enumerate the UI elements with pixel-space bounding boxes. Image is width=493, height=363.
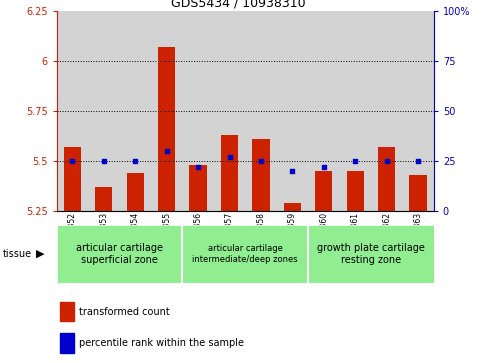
Bar bbox=[221, 135, 238, 211]
Bar bbox=[378, 147, 395, 211]
Point bbox=[100, 158, 108, 164]
Point bbox=[383, 158, 390, 164]
Text: articular cartilage
superficial zone: articular cartilage superficial zone bbox=[76, 243, 163, 265]
Bar bbox=[308, 11, 340, 211]
Bar bbox=[277, 11, 308, 211]
Bar bbox=[245, 11, 277, 211]
Bar bbox=[57, 11, 88, 211]
Bar bbox=[371, 11, 402, 211]
Bar bbox=[95, 187, 112, 211]
Bar bbox=[61, 302, 73, 322]
Bar bbox=[151, 11, 182, 211]
Point bbox=[131, 158, 139, 164]
Bar bbox=[189, 164, 207, 211]
Text: transformed count: transformed count bbox=[79, 307, 170, 317]
Text: tissue: tissue bbox=[2, 249, 32, 259]
Point bbox=[320, 164, 328, 170]
Bar bbox=[252, 139, 270, 211]
Text: articular cartilage
intermediate/deep zones: articular cartilage intermediate/deep zo… bbox=[192, 244, 298, 264]
Bar bbox=[340, 11, 371, 211]
Text: growth plate cartilage
resting zone: growth plate cartilage resting zone bbox=[317, 243, 425, 265]
Bar bbox=[57, 225, 182, 283]
Text: GDS5434 / 10938310: GDS5434 / 10938310 bbox=[172, 0, 306, 9]
Bar bbox=[88, 11, 119, 211]
Bar bbox=[308, 225, 434, 283]
Point bbox=[288, 168, 296, 174]
Bar bbox=[214, 11, 246, 211]
Bar bbox=[182, 225, 308, 283]
Point bbox=[352, 158, 359, 164]
Bar bbox=[182, 11, 214, 211]
Point bbox=[163, 148, 171, 154]
Text: percentile rank within the sample: percentile rank within the sample bbox=[79, 338, 245, 348]
Bar bbox=[119, 11, 151, 211]
Bar bbox=[347, 171, 364, 211]
Text: ▶: ▶ bbox=[35, 249, 44, 259]
Bar bbox=[410, 175, 427, 211]
Point bbox=[414, 158, 422, 164]
Bar bbox=[61, 333, 73, 353]
Point bbox=[69, 158, 76, 164]
Bar bbox=[315, 171, 332, 211]
Bar bbox=[127, 172, 144, 211]
Bar bbox=[402, 11, 434, 211]
Bar bbox=[64, 147, 81, 211]
Point bbox=[194, 164, 202, 170]
Bar bbox=[158, 47, 176, 211]
Point bbox=[257, 158, 265, 164]
Bar bbox=[284, 203, 301, 211]
Point bbox=[226, 154, 234, 160]
